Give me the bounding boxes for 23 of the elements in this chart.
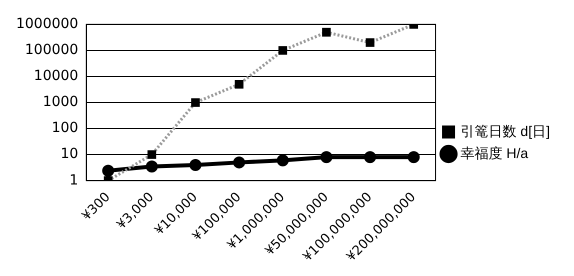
point [276,154,289,166]
point [189,158,202,171]
point [408,151,420,164]
y-tick-label: 1000000 [16,16,78,32]
y-tick-label: 100000 [24,42,78,58]
point [366,38,374,47]
y-tick-label: 1 [69,172,78,188]
point [320,151,332,164]
legend-label: 幸福度 H/a [460,144,528,161]
point [234,80,244,89]
y-tick-label: 10 [60,146,78,162]
y-tick-label: 1000 [42,94,78,110]
point [278,46,288,55]
y-tick-label: 100 [52,120,78,136]
point [147,150,156,159]
point [364,151,376,164]
point [102,164,114,177]
legend-label: 引篭日数 d[日] [460,122,550,139]
point [322,28,331,37]
y-tick-label: 10000 [34,68,78,84]
point [191,98,200,107]
point [146,160,158,172]
point [233,156,246,168]
